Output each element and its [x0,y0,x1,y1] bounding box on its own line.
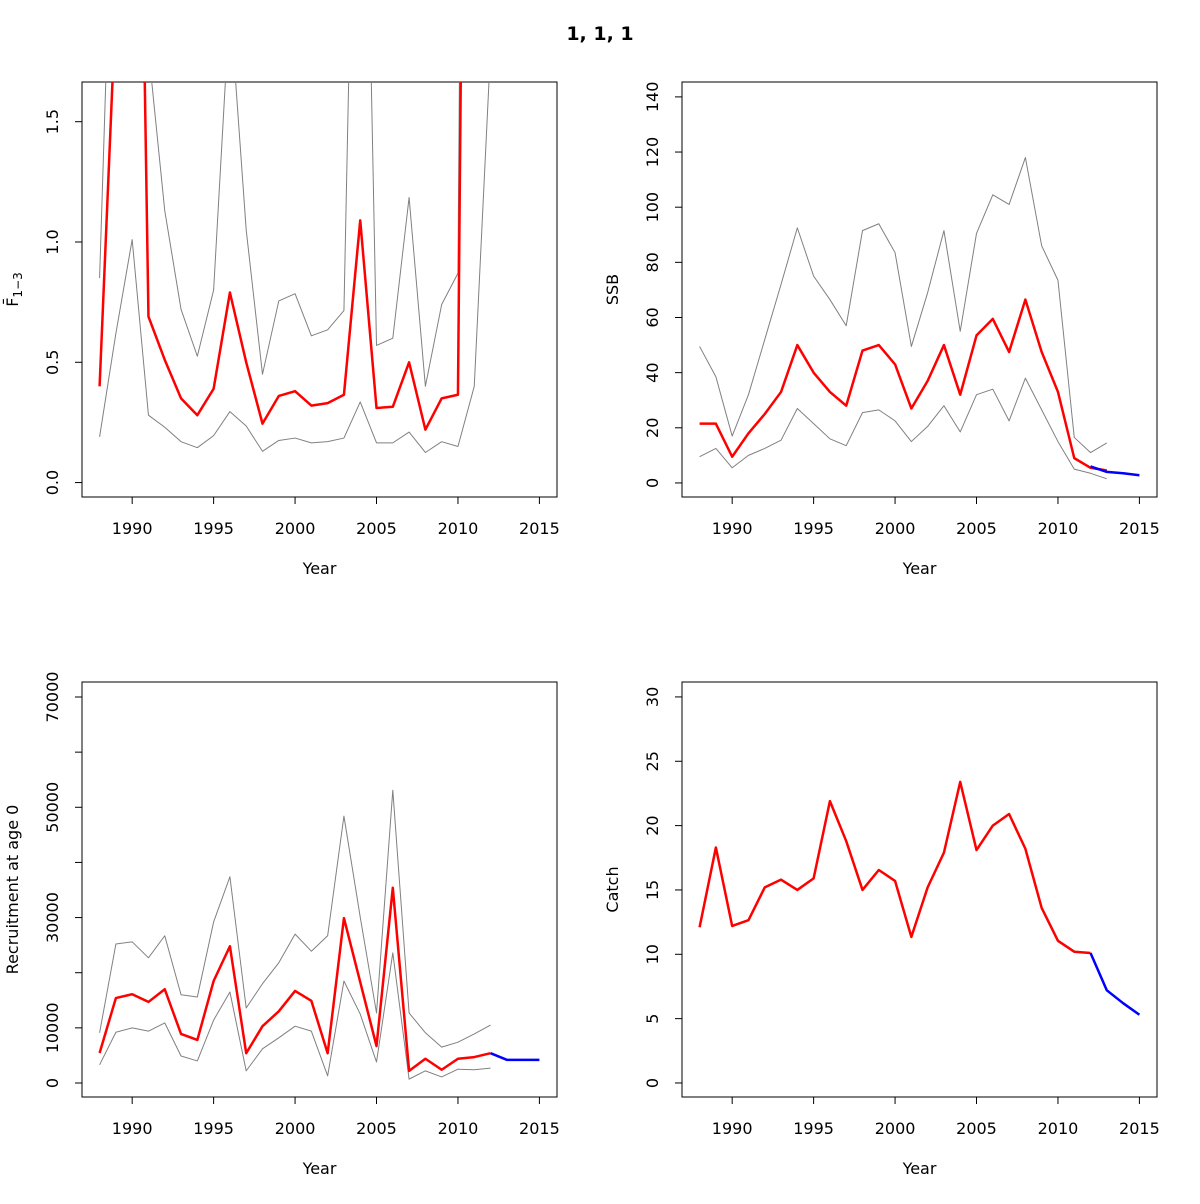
series-line [699,157,1108,454]
series-line [98,886,491,1073]
x-tick-label: 1990 [712,519,753,538]
y-axis-label: Catch [603,866,622,912]
x-axis-label: Year [902,559,937,578]
y-axis-label: SSB [603,274,622,305]
x-tick-label: 2010 [438,1119,479,1138]
x-tick-label: 2000 [275,1119,316,1138]
series-line [1089,952,1141,1016]
y-axis-label-main: F̄ [3,298,22,307]
y-tick-label: 1.5 [43,109,62,134]
plot-box [681,81,1158,498]
series-line [99,82,490,453]
x-tick-label: 2010 [438,519,479,538]
y-tick-label: 0 [43,1078,62,1088]
x-tick-label: 2000 [275,519,316,538]
y-axis-label-sub: 1−3 [11,272,25,297]
x-axis-label: Year [302,559,337,578]
x-tick-label: 2005 [356,519,397,538]
y-axis-label: Recruitment at age 0 [3,805,22,975]
y-tick-label: 100 [643,192,662,223]
y-tick-label: 30000 [43,892,62,943]
y-tick-label: 0 [643,1078,662,1088]
x-tick-label: 2015 [1119,519,1160,538]
x-tick-label: 2005 [356,1119,397,1138]
y-tick-label: 50000 [43,782,62,833]
y-tick-label: 0 [643,478,662,488]
y-tick-label: 60 [643,307,662,327]
y-tick-label: 120 [643,137,662,168]
x-tick-label: 2005 [956,1119,997,1138]
y-axis-label: F̄1−3 [3,272,25,307]
x-tick-label: 2015 [519,1119,560,1138]
series-line [1090,465,1140,477]
panel: 1990 1995 2000 2005 2010 2015 Year 0.0 0.5 1.0 1.5… [3,81,560,578]
y-axis-label-main: Catch [603,866,622,912]
y-axis-label-main: SSB [603,274,622,305]
x-tick-label: 1995 [193,519,234,538]
x-tick-label: 1990 [112,519,153,538]
y-tick-label: 70000 [43,672,62,723]
y-axis-label-main: Recruitment at age 0 [3,805,22,975]
y-tick-label: 40 [643,362,662,382]
series-line [490,1052,540,1062]
series-line [98,82,462,431]
y-tick-label: 10 [643,944,662,964]
series-line [99,789,491,1048]
x-tick-label: 2005 [956,519,997,538]
series-line [699,298,1108,472]
plot-box [81,681,558,1098]
x-tick-label: 2015 [1119,1119,1160,1138]
y-tick-label: 15 [643,880,662,900]
y-tick-label: 30 [643,687,662,707]
y-tick-label: 1.0 [43,229,62,254]
x-tick-label: 1995 [193,1119,234,1138]
plot-box [681,681,1158,1098]
y-tick-label: 0.0 [43,470,62,495]
panel: 1990 1995 2000 2005 2010 2015 Year 0 10000 30000 5… [3,672,560,1178]
x-tick-label: 2010 [1038,519,1079,538]
x-tick-label: 1990 [712,1119,753,1138]
x-axis-label: Year [302,1159,337,1178]
series-line [99,82,460,387]
figure-title: 1, 1, 1 [566,23,633,45]
y-tick-label: 20 [643,815,662,835]
y-tick-label: 0.5 [43,350,62,375]
y-tick-label: 140 [643,82,662,113]
y-tick-label: 20 [643,418,662,438]
series-line [699,377,1107,480]
y-tick-label: 10000 [43,1002,62,1053]
panel: 1990 1995 2000 2005 2010 2015 Year 0 20 40 60 80 100… [603,81,1160,578]
series-line [698,780,1091,955]
x-tick-label: 2010 [1038,1119,1079,1138]
y-tick-label: 25 [643,751,662,771]
x-axis-label: Year [902,1159,937,1178]
panel: 1990 1995 2000 2005 2010 2015 Year 0 5 10 15 20 25 30… [603,681,1160,1178]
x-tick-label: 1995 [793,1119,834,1138]
x-tick-label: 1995 [793,519,834,538]
series-line [99,952,491,1080]
y-tick-label: 5 [643,1014,662,1024]
y-tick-label: 80 [643,252,662,272]
x-tick-label: 2000 [875,1119,916,1138]
x-tick-label: 1990 [112,1119,153,1138]
x-tick-label: 2000 [875,519,916,538]
x-tick-label: 2015 [519,519,560,538]
